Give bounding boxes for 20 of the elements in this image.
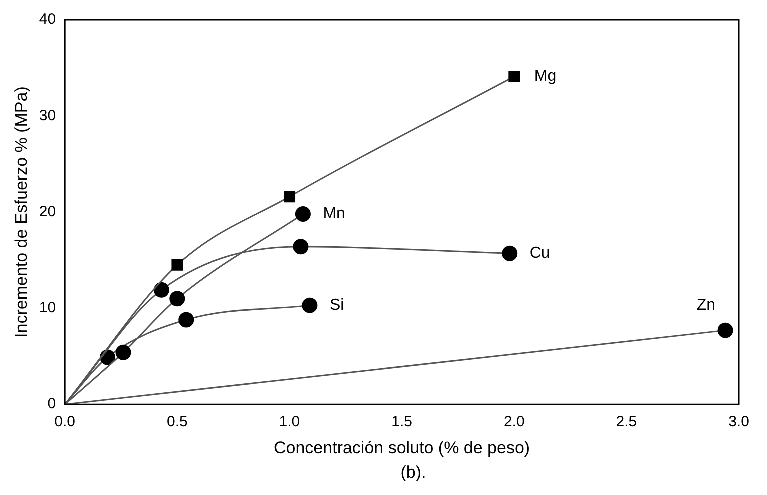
y-tick-label: 0 <box>48 396 56 413</box>
series-label: Mg <box>534 68 557 86</box>
series-label: Zn <box>696 296 716 314</box>
x-tick-label: 1.0 <box>279 414 300 431</box>
series-label: Si <box>330 296 344 314</box>
y-tick-label: 20 <box>39 203 56 220</box>
y-tick-label: 10 <box>39 300 56 317</box>
x-axis-title: Concentración soluto (% de peso) <box>274 438 530 458</box>
series-label: Mn <box>323 206 346 223</box>
y-axis-title: Incremento de Esfuerzo % (MPa) <box>12 86 31 338</box>
y-tick-label: 40 <box>39 11 56 28</box>
x-tick-label: 0.0 <box>54 414 76 431</box>
x-tick-label: 2.0 <box>504 414 525 431</box>
series-label: Cu <box>530 245 550 262</box>
x-tick-label: 3.0 <box>728 414 750 431</box>
text: (b). <box>400 463 428 483</box>
x-tick-label: 0.5 <box>166 414 188 431</box>
y-tick-label: 30 <box>39 107 56 124</box>
x-tick-label: 2.5 <box>616 414 638 431</box>
x-tick-label: 1.5 <box>392 414 412 431</box>
